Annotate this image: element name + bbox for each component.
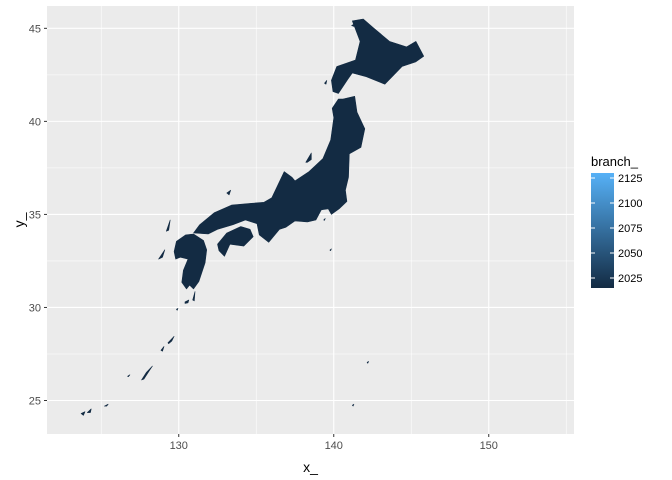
region-tanegashima <box>192 291 196 302</box>
map-regions <box>80 18 424 416</box>
x-tick-label: 130 <box>170 440 188 452</box>
legend-label: 2025 <box>618 273 642 285</box>
region-amami <box>167 336 175 344</box>
region-shikoku <box>217 226 254 257</box>
legend-label: 2100 <box>618 198 642 210</box>
y-axis-title: y_ <box>11 212 27 227</box>
x-axis-title: x_ <box>303 459 318 475</box>
region-oki <box>226 189 231 196</box>
region-kyushu <box>173 233 207 290</box>
y-tick-label: 25 <box>29 396 41 408</box>
x-tick-label: 140 <box>325 440 343 452</box>
region-honshu <box>193 96 366 243</box>
region-rishiri <box>351 23 355 27</box>
region-ishigaki <box>87 408 92 413</box>
region-minami-torishima-area <box>352 403 355 407</box>
region-hokkaido <box>331 18 424 94</box>
grid-lines <box>47 6 574 434</box>
region-yakushima <box>184 299 190 304</box>
legend-label: 2050 <box>618 248 642 260</box>
y-tick-label: 35 <box>29 209 41 221</box>
x-tick-label: 150 <box>480 440 498 452</box>
color-legend: branch_ 2025 2050 2075 2100 2125 <box>591 154 642 288</box>
region-sado <box>305 152 312 163</box>
region-goto <box>158 249 166 260</box>
region-izu-oshima <box>323 218 326 221</box>
region-ogasawara <box>366 361 369 364</box>
y-tick-label: 40 <box>29 116 41 128</box>
region-okushiri <box>324 80 328 85</box>
region-kuchinoerabu <box>176 308 179 311</box>
region-okinawa <box>141 365 153 381</box>
y-tick-label: 30 <box>29 302 41 314</box>
region-iriomote <box>80 411 86 416</box>
region-tsushima <box>166 219 171 232</box>
legend-label: 2075 <box>618 223 642 235</box>
legend-colorbar <box>591 173 614 288</box>
legend-ticks: 2025 2050 2075 2100 2125 <box>591 173 642 285</box>
legend-label: 2125 <box>618 173 642 185</box>
region-hachijo <box>329 248 332 251</box>
y-tick-label: 45 <box>29 23 41 35</box>
axis-ticks: 130 140 150 25 30 35 40 45 <box>29 23 498 452</box>
region-kumejima <box>127 374 131 377</box>
legend-title: branch_ <box>591 154 639 169</box>
region-tokunoshima <box>160 346 165 352</box>
region-miyako <box>104 403 109 407</box>
